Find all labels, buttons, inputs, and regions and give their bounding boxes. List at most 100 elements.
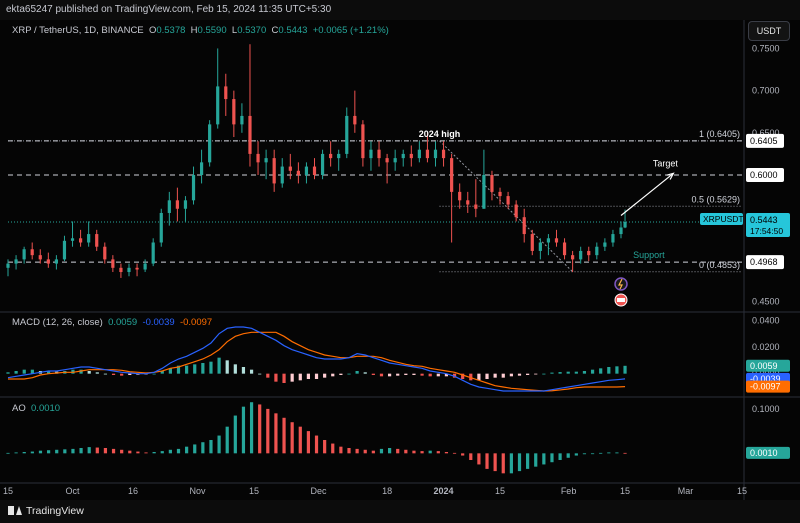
macd-histogram-bar[interactable] — [233, 364, 237, 374]
macd-histogram-bar[interactable] — [363, 372, 367, 374]
ao-bar[interactable] — [258, 404, 262, 454]
macd-histogram-bar[interactable] — [95, 372, 99, 374]
macd-histogram-bar[interactable] — [282, 373, 286, 383]
candle-body[interactable] — [103, 246, 107, 260]
macd-histogram-bar[interactable] — [160, 371, 164, 374]
candle-body[interactable] — [603, 242, 607, 247]
candle-body[interactable] — [304, 166, 309, 175]
macd-histogram-bar[interactable] — [558, 372, 562, 374]
ao-bar[interactable] — [136, 451, 140, 454]
macd-histogram-bar[interactable] — [249, 369, 254, 374]
candle-body[interactable] — [530, 234, 534, 251]
ao-bar[interactable] — [526, 453, 530, 469]
ao-bar[interactable] — [550, 453, 554, 463]
ao-bar[interactable] — [363, 449, 367, 454]
macd-histogram-bar[interactable] — [111, 373, 116, 375]
candle-body[interactable] — [54, 259, 58, 264]
macd-histogram-bar[interactable] — [274, 373, 278, 382]
ao-bar[interactable] — [582, 453, 587, 455]
macd-histogram-bar[interactable] — [623, 365, 627, 374]
macd-histogram-bar[interactable] — [298, 373, 302, 381]
macd-histogram-bar[interactable] — [485, 373, 489, 379]
candle-body[interactable] — [433, 149, 438, 159]
macd-histogram-bar[interactable] — [14, 371, 18, 374]
macd-histogram-bar[interactable] — [71, 369, 75, 374]
macd-histogram-bar[interactable] — [542, 373, 546, 375]
macd-histogram-bar[interactable] — [582, 371, 587, 374]
ao-bar[interactable] — [6, 452, 10, 454]
macd-histogram-bar[interactable] — [412, 373, 416, 375]
ao-bar[interactable] — [306, 431, 311, 454]
macd-histogram-bar[interactable] — [290, 373, 294, 382]
ao-bar[interactable] — [444, 452, 449, 454]
macd-histogram-bar[interactable] — [526, 373, 530, 375]
candle-body[interactable] — [611, 234, 615, 243]
ao-bar[interactable] — [331, 443, 335, 454]
candle-body[interactable] — [30, 249, 34, 256]
macd-histogram-bar[interactable] — [469, 373, 473, 381]
candle-body[interactable] — [288, 166, 292, 171]
macd-histogram-bar[interactable] — [493, 373, 497, 378]
macd-histogram-bar[interactable] — [461, 373, 465, 379]
macd-histogram-bar[interactable] — [477, 373, 481, 381]
candle-body[interactable] — [482, 175, 486, 209]
lightning-event-icon[interactable] — [614, 277, 628, 291]
macd-histogram-bar[interactable] — [258, 373, 262, 375]
macd-histogram-bar[interactable] — [217, 357, 221, 374]
candle-body[interactable] — [474, 204, 478, 209]
ao-bar[interactable] — [274, 413, 278, 454]
macd-histogram-bar[interactable] — [103, 373, 108, 375]
macd-histogram-bar[interactable] — [323, 373, 327, 378]
candle-body[interactable] — [595, 246, 599, 256]
candle-body[interactable] — [466, 200, 470, 205]
candle-body[interactable] — [329, 153, 333, 159]
candle-body[interactable] — [417, 149, 421, 159]
ao-bar[interactable] — [193, 444, 197, 454]
candle-body[interactable] — [208, 124, 212, 163]
candle-body[interactable] — [361, 124, 365, 159]
candle-body[interactable] — [393, 158, 397, 163]
ao-bar[interactable] — [201, 442, 205, 454]
ao-bar[interactable] — [55, 449, 59, 454]
candle-body[interactable] — [256, 153, 260, 163]
candle-body[interactable] — [587, 250, 591, 256]
candle-body[interactable] — [409, 153, 413, 159]
macd-histogram-bar[interactable] — [396, 373, 400, 376]
candle-body[interactable] — [95, 234, 99, 247]
candle-body[interactable] — [183, 200, 188, 209]
ao-bar[interactable] — [452, 452, 457, 454]
ao-bar[interactable] — [30, 451, 34, 454]
ao-bar[interactable] — [428, 450, 432, 454]
ao-bar[interactable] — [615, 452, 619, 454]
candle-body[interactable] — [369, 149, 373, 159]
candle-body[interactable] — [538, 242, 542, 251]
macd-histogram-bar[interactable] — [420, 373, 424, 376]
candle-body[interactable] — [498, 191, 502, 197]
candle-body[interactable] — [579, 250, 583, 260]
ao-bar[interactable] — [420, 451, 424, 454]
macd-histogram-bar[interactable] — [574, 371, 578, 374]
candle-body[interactable] — [490, 175, 494, 192]
candle-body[interactable] — [554, 238, 559, 243]
macd-histogram-bar[interactable] — [241, 367, 246, 374]
tradingview-logo[interactable]: TradingView — [8, 505, 84, 517]
candle-body[interactable] — [87, 234, 91, 243]
macd-histogram-bar[interactable] — [22, 369, 26, 374]
ao-bar[interactable] — [599, 452, 603, 454]
ao-bar[interactable] — [185, 446, 189, 454]
ao-bar[interactable] — [282, 417, 286, 454]
candle-body[interactable] — [623, 221, 627, 228]
ao-bar[interactable] — [46, 450, 51, 454]
ao-bar[interactable] — [379, 448, 384, 454]
ao-bar[interactable] — [38, 450, 43, 454]
macd-histogram-bar[interactable] — [347, 373, 351, 375]
candle-body[interactable] — [224, 86, 228, 100]
ao-bar[interactable] — [412, 450, 416, 454]
ao-bar[interactable] — [355, 448, 359, 454]
ao-bar[interactable] — [233, 415, 237, 454]
macd-histogram-bar[interactable] — [6, 372, 10, 374]
candle-body[interactable] — [143, 263, 147, 270]
candle-body[interactable] — [522, 217, 526, 235]
ao-bar[interactable] — [160, 451, 164, 454]
